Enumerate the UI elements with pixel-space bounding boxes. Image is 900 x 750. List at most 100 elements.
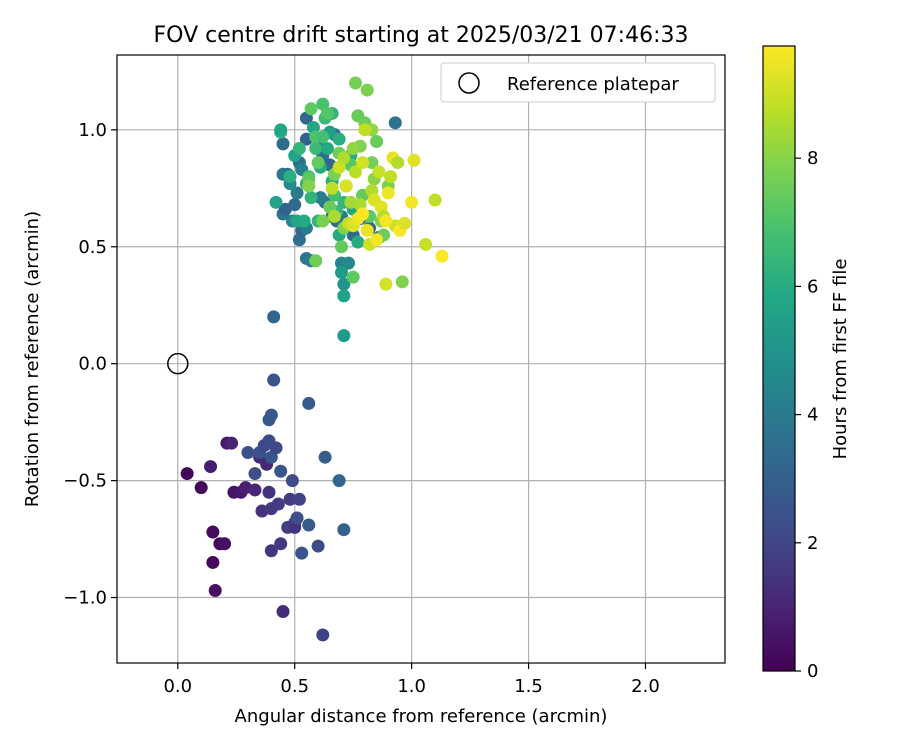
data-point (274, 537, 288, 551)
data-point (264, 544, 278, 558)
x-tick-label: 2.0 (631, 676, 660, 697)
data-point (311, 156, 325, 170)
data-point (316, 628, 330, 642)
data-point (320, 106, 334, 120)
data-point (391, 156, 405, 170)
data-point (274, 464, 288, 478)
x-tick-label: 0.5 (280, 676, 309, 697)
data-point (349, 76, 363, 90)
data-point (365, 156, 379, 170)
data-point (309, 142, 323, 156)
data-point (325, 181, 339, 195)
data-point (316, 130, 330, 144)
data-point (349, 165, 363, 179)
data-point (356, 207, 370, 221)
data-point (283, 492, 297, 506)
colorbar-tick-label: 4 (807, 405, 818, 426)
data-point (302, 179, 316, 193)
data-point (269, 441, 283, 455)
data-point (304, 191, 318, 205)
data-point (428, 193, 442, 207)
y-axis-ticks: −1.0 −0.5 0.0 0.5 1.0 (63, 120, 117, 609)
data-point (370, 233, 384, 247)
data-point (388, 116, 402, 130)
data-point (337, 151, 351, 165)
data-point (334, 265, 348, 279)
data-point (351, 235, 365, 249)
data-point (248, 483, 262, 497)
data-point (311, 539, 325, 553)
data-point (302, 518, 316, 532)
colorbar-tick-label: 0 (807, 661, 818, 682)
y-tick-label: 0.5 (78, 237, 107, 258)
data-point (204, 460, 218, 474)
data-point (398, 216, 412, 230)
x-tick-label: 1.0 (397, 676, 426, 697)
chart-title: FOV centre drift starting at 2025/03/21 … (154, 23, 689, 48)
y-tick-label: 0.0 (78, 354, 107, 375)
legend: Reference platepar (440, 62, 716, 103)
data-points (180, 76, 449, 642)
data-point (339, 179, 353, 193)
colorbar-tick-label: 2 (807, 533, 818, 554)
y-tick-label: −0.5 (63, 471, 107, 492)
data-point (316, 214, 330, 228)
data-point (180, 467, 194, 481)
data-point (379, 214, 393, 228)
data-point (332, 474, 346, 488)
data-point (241, 446, 255, 460)
data-point (292, 492, 306, 506)
colorbar-gradient (762, 45, 796, 672)
legend-box (440, 62, 716, 103)
data-point (297, 214, 311, 228)
data-point (381, 186, 395, 200)
data-point (320, 142, 334, 156)
data-point (384, 170, 398, 184)
legend-marker-icon (458, 72, 480, 94)
data-point (337, 277, 351, 291)
data-point (218, 537, 232, 551)
data-point (269, 195, 283, 209)
data-point (304, 102, 318, 116)
data-point (276, 605, 290, 619)
legend-label: Reference platepar (507, 74, 679, 95)
data-point (370, 135, 384, 149)
x-axis-ticks: 0.0 0.5 1.0 1.5 2.0 (163, 663, 660, 697)
data-point (206, 555, 220, 569)
data-point (313, 191, 327, 205)
data-point (267, 373, 281, 387)
x-tick-label: 0.0 (163, 676, 192, 697)
data-point (194, 481, 208, 495)
data-point (372, 165, 386, 179)
data-point (346, 270, 360, 284)
data-point (360, 223, 374, 237)
reference-layer (167, 352, 189, 375)
data-point (337, 289, 351, 303)
data-point (248, 467, 262, 481)
data-point (290, 186, 304, 200)
data-point (283, 170, 297, 184)
data-point (337, 329, 351, 343)
data-point (271, 497, 285, 511)
data-point (292, 142, 306, 156)
plot-frame (116, 54, 726, 664)
data-point (419, 237, 433, 251)
data-point (342, 256, 356, 270)
colorbar-label: Hours from first FF file (830, 259, 851, 460)
data-point (435, 249, 449, 263)
data-point (290, 511, 304, 525)
colorbar-tick-label: 8 (807, 148, 818, 169)
data-point (395, 275, 409, 289)
y-tick-label: −1.0 (63, 588, 107, 609)
reference-platepar-marker (167, 352, 189, 375)
data-point (264, 408, 278, 422)
y-axis-label: Rotation from reference (arcmin) (22, 211, 43, 507)
data-point (379, 277, 393, 291)
data-point (295, 546, 309, 560)
data-point (276, 137, 290, 151)
data-point (285, 474, 299, 488)
data-point (267, 310, 281, 324)
data-point (318, 450, 332, 464)
